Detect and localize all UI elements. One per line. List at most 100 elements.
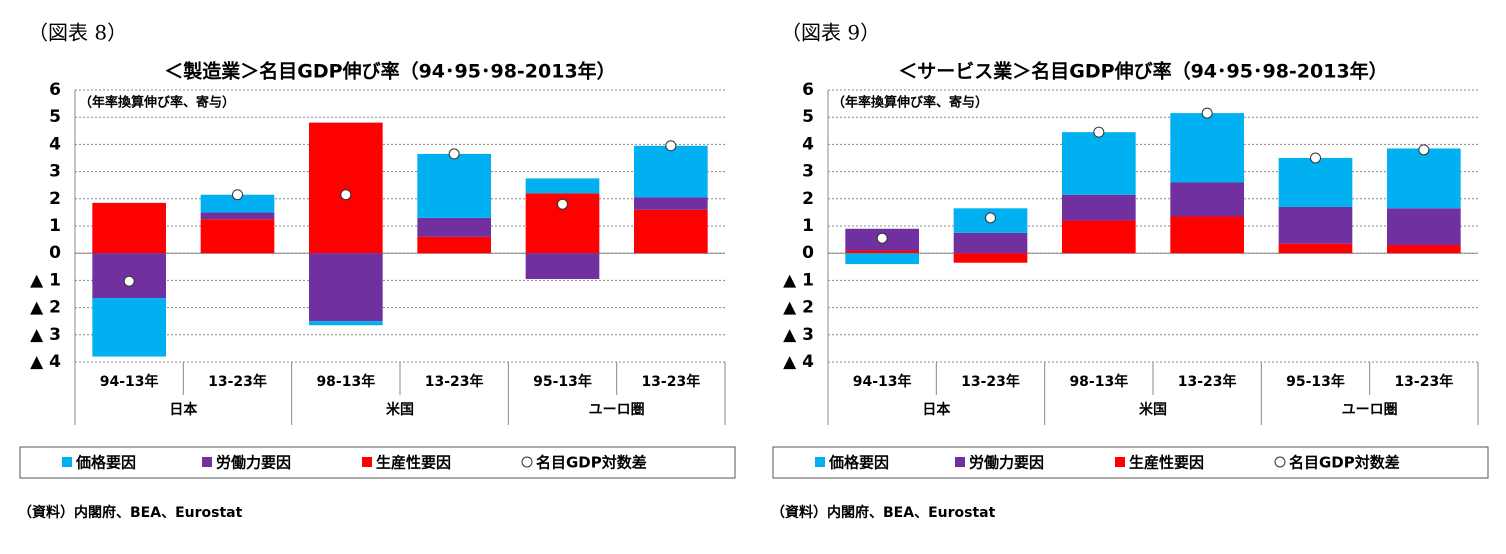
bar [92,253,166,299]
group-label: ユーロ圏 [589,402,645,418]
legend-swatch [362,457,372,467]
legend-box [772,446,1489,479]
bar [200,219,275,254]
chart-subtitle: （年率換算伸び率、寄与） [832,95,988,111]
bar [309,122,383,254]
source-note: （資料）内閣府、BEA、Eurostat [18,504,243,521]
marker [1093,126,1105,138]
legend-swatch [815,457,825,467]
y-tick-label: ▲ 3 [783,325,814,345]
marker [1201,107,1213,119]
y-tick-label: 2 [802,189,814,209]
bar [309,253,383,322]
legend-swatch [202,457,212,467]
legend-marker [521,456,533,468]
marker [876,232,888,244]
y-tick-label: 0 [49,243,61,263]
x-tick-label: 98-13年 [316,373,375,390]
bar [525,253,600,280]
legend-label: 生産性要因 [376,454,451,472]
bar [417,236,491,254]
legend-label: 生産性要因 [1129,454,1204,472]
bar [200,194,275,213]
x-tick-label: 13-23年 [641,373,700,390]
group-label: ユーロ圏 [1342,402,1398,418]
y-tick-label: 6 [49,80,61,100]
chart-title: ＜製造業＞名目GDP伸び率（94･95･98-2013年） [164,60,615,83]
source-note: （資料）内閣府、BEA、Eurostat [771,504,996,521]
x-tick-label: 95-13年 [1286,373,1345,390]
legend-label: 労働力要因 [216,454,291,472]
chart-subtitle: （年率換算伸び率、寄与） [79,95,235,111]
legend-label: 労働力要因 [969,454,1044,472]
bar [92,298,166,357]
bar [1062,132,1136,195]
y-tick-label: 5 [802,107,814,127]
x-tick-label: 94-13年 [853,373,912,390]
bar [845,250,919,254]
bar [1387,208,1461,246]
bar [1387,245,1461,254]
x-tick-label: 13-23年 [208,373,267,390]
group-label: 米国 [1139,401,1167,418]
bar [634,145,708,198]
bar [1170,113,1244,183]
marker [1418,144,1430,156]
chart-title: ＜サービス業＞名目GDP伸び率（94･95･98-2013年） [898,60,1387,83]
bar [634,209,708,254]
bar [1278,243,1353,254]
bar [953,253,1028,263]
y-tick-label: ▲ 4 [783,352,814,372]
legend-swatch [1115,457,1125,467]
legend-swatch [955,457,965,467]
bar [417,153,491,218]
y-tick-label: 2 [49,189,61,209]
x-tick-label: 13-23年 [1178,373,1237,390]
x-tick-label: 13-23年 [425,373,484,390]
bar [1062,220,1136,254]
marker [665,140,677,152]
y-tick-label: 3 [49,162,61,182]
legend-marker [1274,456,1286,468]
legend-label: 名目GDP対数差 [536,454,647,472]
bar [309,321,383,326]
y-tick-label: 6 [802,80,814,100]
x-tick-label: 98-13年 [1069,373,1128,390]
marker [985,212,996,224]
legend-label: 価格要因 [828,454,889,472]
y-tick-label: ▲ 3 [30,325,61,345]
marker [1310,152,1321,164]
y-tick-label: ▲ 2 [783,298,814,318]
x-tick-label: 94-13年 [100,373,159,390]
y-tick-label: 3 [802,162,814,182]
group-label: 日本 [169,401,198,418]
marker [557,198,568,210]
y-tick-label: ▲ 1 [783,270,814,290]
y-tick-label: 1 [49,216,61,236]
y-tick-label: 0 [802,243,814,263]
bar [200,212,275,220]
bar [1387,148,1461,209]
y-tick-label: ▲ 2 [30,298,61,318]
y-tick-label: ▲ 4 [30,352,61,372]
legend-label: 価格要因 [75,454,136,472]
bar [1170,182,1244,217]
bar [1278,206,1353,244]
y-tick-label: ▲ 1 [30,270,61,290]
bar [953,232,1028,254]
y-tick-label: 5 [49,107,61,127]
marker [448,148,460,160]
marker [232,189,243,201]
figure-label: （図表 9） [781,21,880,45]
y-tick-label: 1 [802,216,814,236]
group-label: 米国 [386,401,414,418]
bar [1170,216,1244,254]
bar [1062,194,1136,221]
legend-box [19,446,736,479]
marker [123,275,135,287]
bar [92,202,166,254]
bar [525,178,600,194]
y-tick-label: 4 [49,134,61,154]
bar [1278,158,1353,207]
